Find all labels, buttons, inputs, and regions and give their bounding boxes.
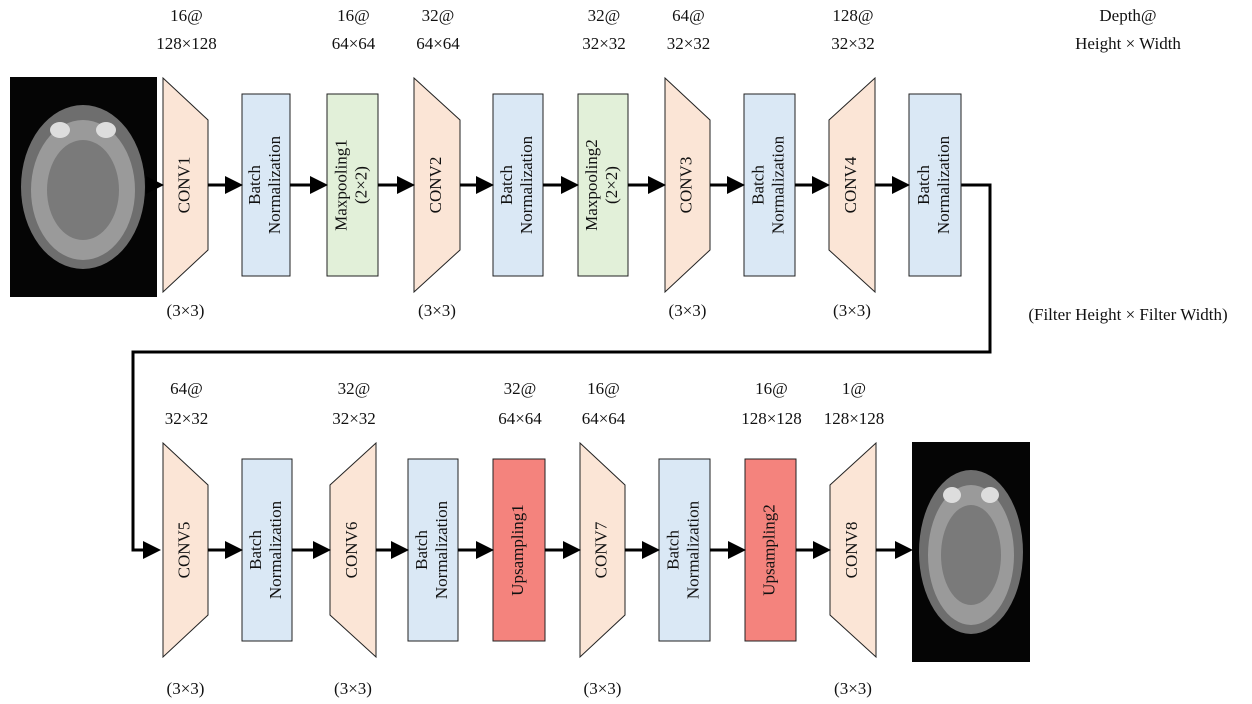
block-label: CONV6 [342,522,361,579]
block-label: Batch [914,165,933,205]
block-dims: 32@ [422,6,455,25]
block-label: Batch [412,530,431,570]
block-label: CONV5 [174,522,193,579]
block-dims: 128×128 [824,409,885,428]
block-dims: 16@ [337,6,370,25]
block-dims: 32×32 [831,34,875,53]
block-label: (2×2) [351,166,370,204]
legend-filter: (Filter Height × Filter Width) [1028,305,1227,324]
block-label: Maxpooling1 [331,139,350,231]
block-filter: (3×3) [834,679,872,698]
block-label: Batch [497,165,516,205]
block-label: Maxpooling2 [582,139,601,231]
block-filter: (3×3) [418,301,456,320]
block-label: CONV7 [591,521,610,578]
block-dims: 32@ [338,379,371,398]
block-label: CONV2 [426,157,445,214]
block-dims: 64×64 [416,34,460,53]
block-label: Batch [246,530,265,570]
output-image [912,442,1030,662]
block-dims: 32@ [588,6,621,25]
block-filter: (3×3) [167,679,205,698]
block-label: Batch [245,165,264,205]
block-label: Batch [748,165,767,205]
block-label: CONV3 [676,157,695,214]
block-dims: 16@ [755,379,788,398]
block-dims: 64×64 [582,409,626,428]
network-diagram: Depth@ Height × Width (Filter Height × F… [0,0,1252,704]
block-filter: (3×3) [833,301,871,320]
legend-depth: Depth@ [1099,6,1156,25]
block-label: Normalization [768,135,787,234]
legend-size: Height × Width [1075,34,1181,53]
block-label: Upsampling1 [508,504,527,596]
block-label: Normalization [266,500,285,599]
block-dims: 32×32 [582,34,626,53]
block-dims: 64×64 [332,34,376,53]
block-label: Normalization [517,135,536,234]
block-filter: (3×3) [584,679,622,698]
block-label: Normalization [265,135,284,234]
block-label: Normalization [934,135,953,234]
block-dims: 32×32 [332,409,376,428]
block-label: CONV1 [174,157,193,214]
block-dims: 64×64 [498,409,542,428]
block-filter: (3×3) [669,301,707,320]
block-label: (2×2) [602,166,621,204]
block-dims: 128×128 [741,409,802,428]
block-filter: (3×3) [334,679,372,698]
block-label: Upsampling2 [759,504,778,596]
block-label: Batch [663,530,682,570]
block-label: CONV4 [841,156,860,213]
block-label: Normalization [683,500,702,599]
block-dims: 1@ [842,379,866,398]
block-dims: 32×32 [165,409,209,428]
block-label: CONV8 [842,522,861,579]
block-dims: 128@ [832,6,873,25]
block-dims: 64@ [170,379,203,398]
block-dims: 16@ [587,379,620,398]
block-dims: 32×32 [667,34,711,53]
block-dims: 64@ [672,6,705,25]
block-dims: 32@ [504,379,537,398]
input-image [10,77,157,297]
block-dims: 16@ [170,6,203,25]
block-filter: (3×3) [167,301,205,320]
block-dims: 128×128 [156,34,217,53]
block-label: Normalization [432,500,451,599]
